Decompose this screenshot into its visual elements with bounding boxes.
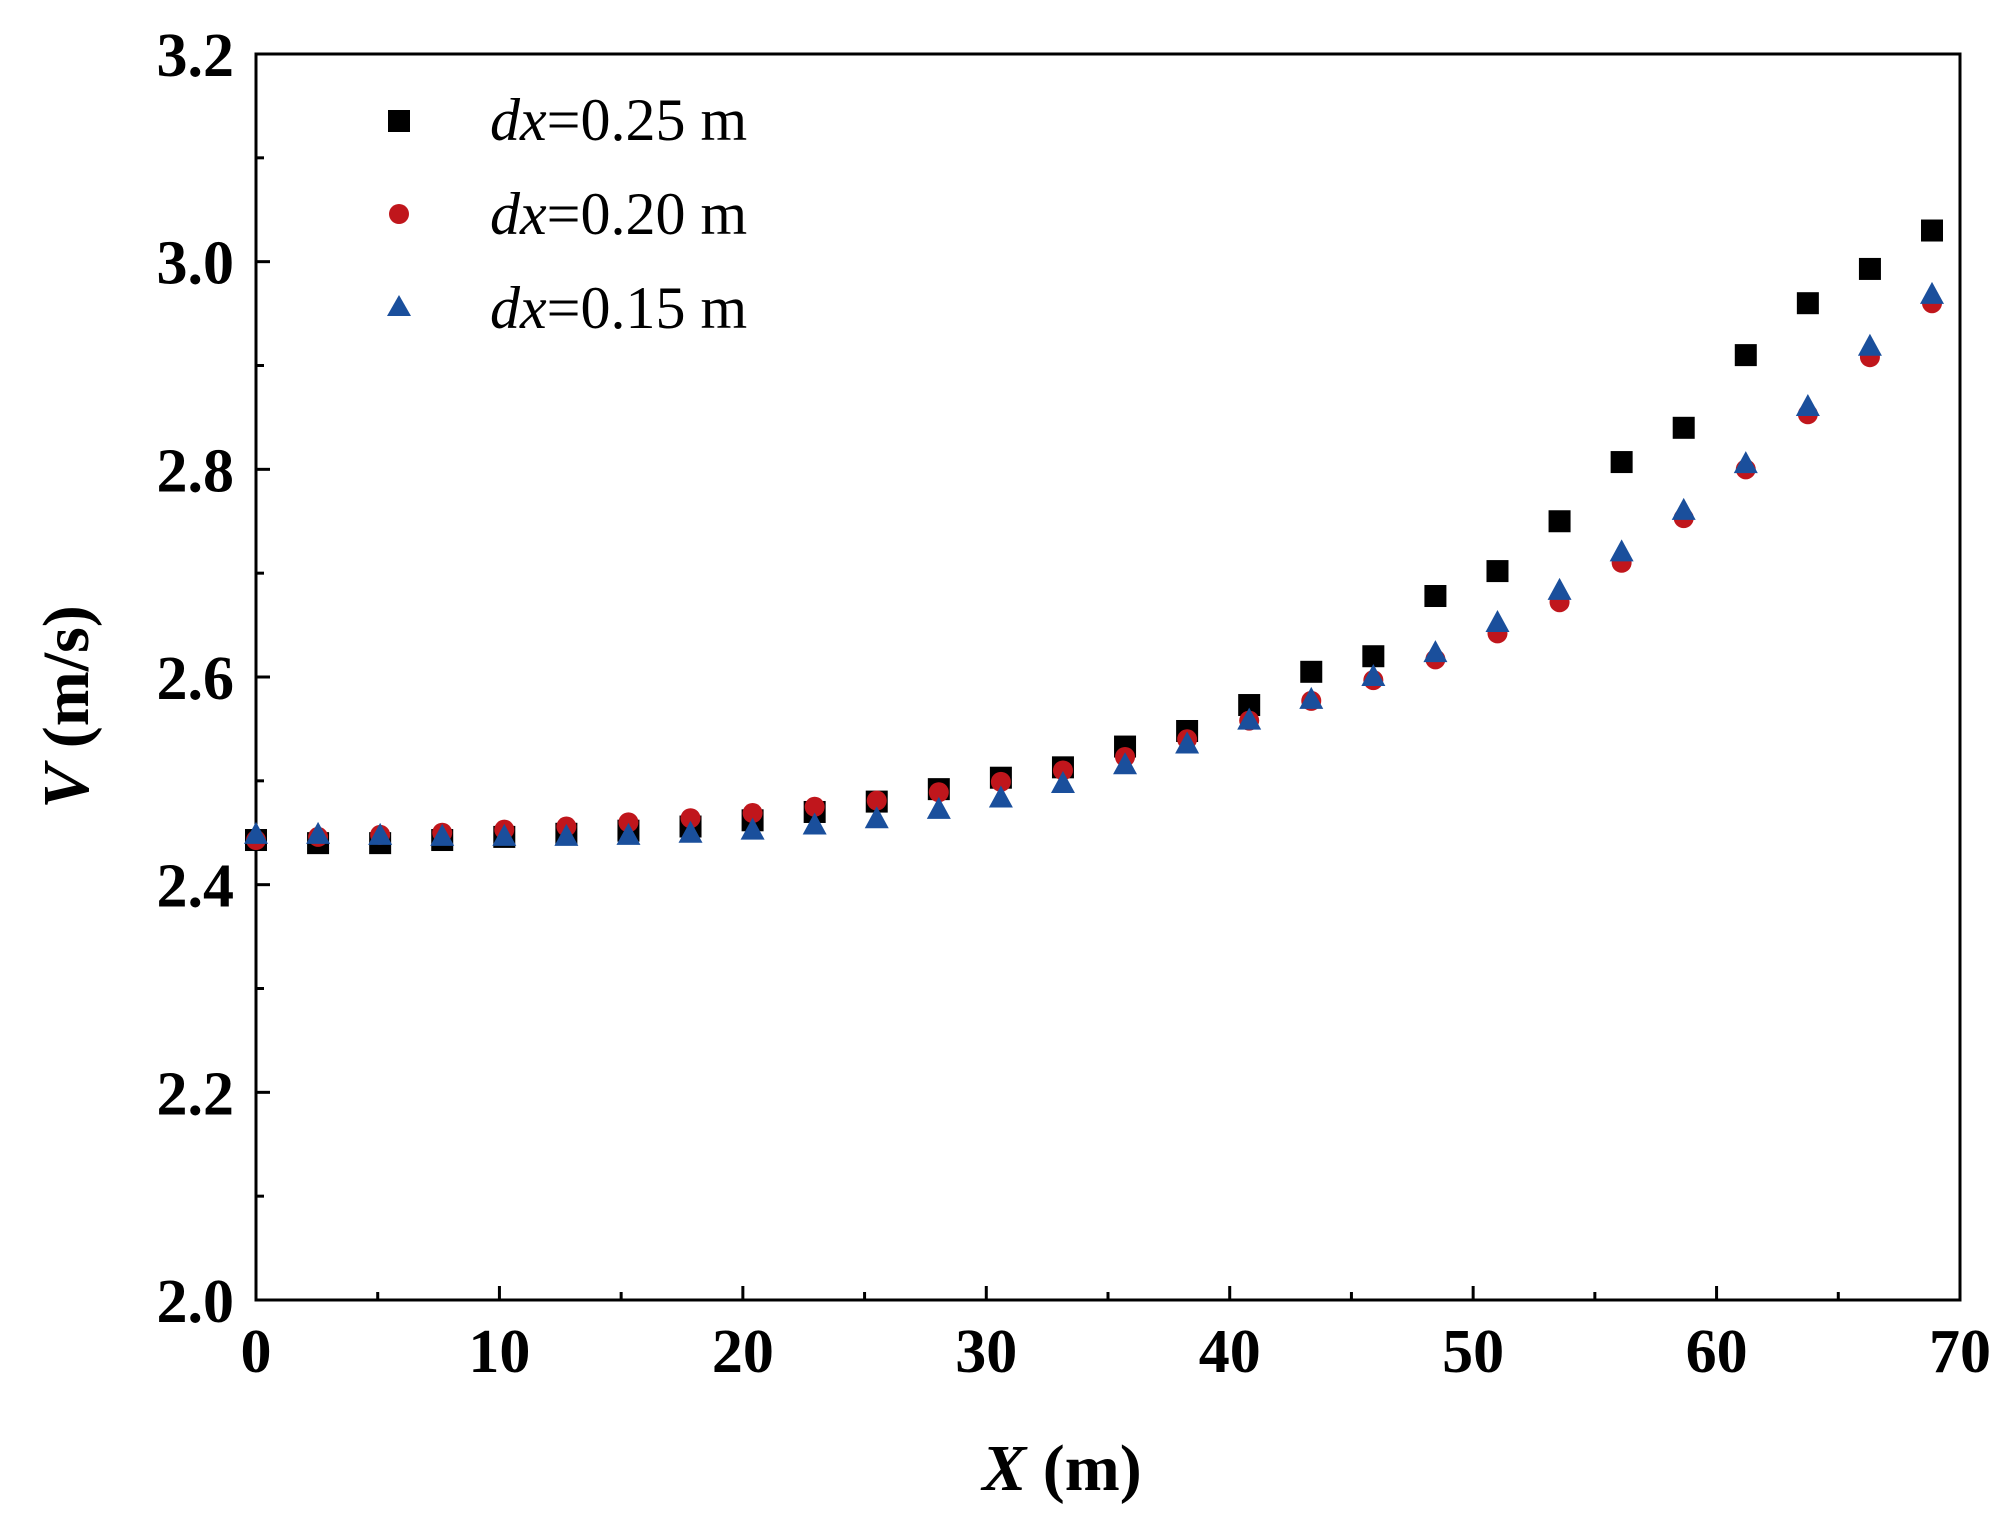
data-point-triangle	[306, 821, 331, 844]
data-point-circle	[742, 803, 763, 824]
legend-value: =0.20 m	[547, 181, 748, 247]
legend-var: dx	[490, 87, 547, 153]
data-point-circle	[618, 812, 639, 833]
y-tick-label: 3.2	[157, 22, 235, 90]
data-point-square	[1734, 344, 1757, 367]
data-point-square	[1796, 292, 1819, 315]
data-point-triangle	[740, 817, 765, 840]
data-point-triangle	[492, 823, 517, 846]
legend-item-dx-025: dx=0.25 m	[388, 87, 747, 153]
data-point-triangle	[1113, 752, 1138, 775]
y-axis-variable: V	[30, 760, 103, 809]
y-tick-label: 2.0	[157, 1268, 235, 1336]
x-tick-label: 70	[1929, 1318, 1991, 1386]
x-tick-label: 10	[468, 1318, 530, 1386]
data-point-triangle	[864, 806, 889, 829]
data-point-triangle	[1050, 770, 1075, 793]
data-point-triangle	[1857, 333, 1882, 356]
data-point-triangle	[678, 820, 703, 843]
legend-label: dx=0.15 m	[490, 275, 747, 341]
data-point-triangle	[554, 823, 579, 846]
y-axis-ticks: 2.0 2.2 2.4 2.6 2.8 3.0 3.2	[157, 22, 270, 1336]
series-2	[244, 281, 1945, 846]
data-point-triangle	[368, 822, 393, 845]
y-axis-unit: (m/s)	[30, 605, 103, 764]
legend-item-dx-015: dx=0.15 m	[387, 275, 747, 341]
legend-var: dx	[490, 181, 547, 247]
data-point-triangle	[244, 821, 268, 844]
x-axis-title: X (m)	[980, 1432, 1141, 1505]
data-point-triangle	[802, 812, 827, 835]
data-point-triangle	[1175, 731, 1200, 754]
legend-value: =0.25 m	[547, 87, 748, 153]
data-point-square	[1858, 257, 1881, 280]
data-point-triangle	[1795, 394, 1820, 417]
x-axis-variable: X	[980, 1432, 1028, 1505]
data-point-square	[1300, 660, 1323, 683]
data-point-triangle	[1671, 497, 1696, 520]
data-point-square	[1486, 560, 1509, 583]
y-tick-label: 3.0	[157, 230, 235, 298]
x-tick-label: 60	[1686, 1318, 1748, 1386]
data-point-triangle	[1609, 539, 1634, 562]
y-tick-label: 2.6	[157, 645, 235, 713]
legend-var: dx	[490, 275, 547, 341]
y-tick-label: 2.2	[157, 1060, 235, 1128]
data-point-square	[1424, 585, 1447, 608]
data-point-triangle	[430, 823, 455, 846]
data-point-circle	[928, 782, 949, 803]
y-axis-title: V (m/s)	[30, 605, 103, 809]
x-tick-label: 40	[1199, 1318, 1261, 1386]
data-points	[244, 219, 1945, 855]
data-point-circle	[1052, 760, 1073, 781]
data-point-triangle	[926, 796, 951, 819]
data-point-triangle	[1423, 640, 1448, 663]
data-point-triangle	[1547, 577, 1572, 600]
data-point-triangle	[1299, 686, 1324, 709]
x-axis-unit: (m)	[1026, 1432, 1141, 1505]
data-point-square	[1238, 694, 1261, 717]
data-point-triangle	[1920, 281, 1945, 304]
x-tick-label: 0	[241, 1318, 272, 1386]
data-point-square	[1921, 219, 1944, 242]
legend: dx=0.25 m dx=0.20 m dx=0.15 m	[387, 87, 747, 341]
data-point-square	[1672, 416, 1695, 439]
x-tick-label: 30	[955, 1318, 1017, 1386]
legend-item-dx-020: dx=0.20 m	[389, 181, 747, 247]
data-point-triangle	[1361, 664, 1386, 686]
legend-label: dx=0.25 m	[490, 87, 747, 153]
data-point-triangle	[988, 785, 1013, 808]
legend-marker-circle	[389, 204, 409, 224]
legend-marker-triangle	[387, 295, 411, 316]
x-tick-label: 50	[1442, 1318, 1504, 1386]
data-point-triangle	[616, 822, 641, 845]
legend-label: dx=0.20 m	[490, 181, 747, 247]
data-point-circle	[866, 790, 887, 811]
x-tick-label: 20	[712, 1318, 774, 1386]
data-point-triangle	[1237, 707, 1262, 730]
data-point-circle	[804, 796, 825, 817]
legend-value: =0.15 m	[547, 275, 748, 341]
data-point-square	[1548, 510, 1571, 533]
data-point-circle	[990, 771, 1011, 792]
y-tick-label: 2.8	[157, 437, 235, 505]
x-axis-ticks: 0 10 20 30 40 50 60 70	[241, 1286, 1991, 1386]
data-point-circle	[680, 808, 701, 829]
legend-marker-square	[388, 110, 410, 132]
data-point-triangle	[1485, 610, 1510, 633]
data-point-triangle	[1733, 451, 1758, 474]
data-point-square	[1362, 645, 1385, 668]
series-1	[246, 293, 1943, 851]
data-point-square	[1610, 451, 1633, 474]
y-tick-label: 2.4	[157, 853, 235, 921]
